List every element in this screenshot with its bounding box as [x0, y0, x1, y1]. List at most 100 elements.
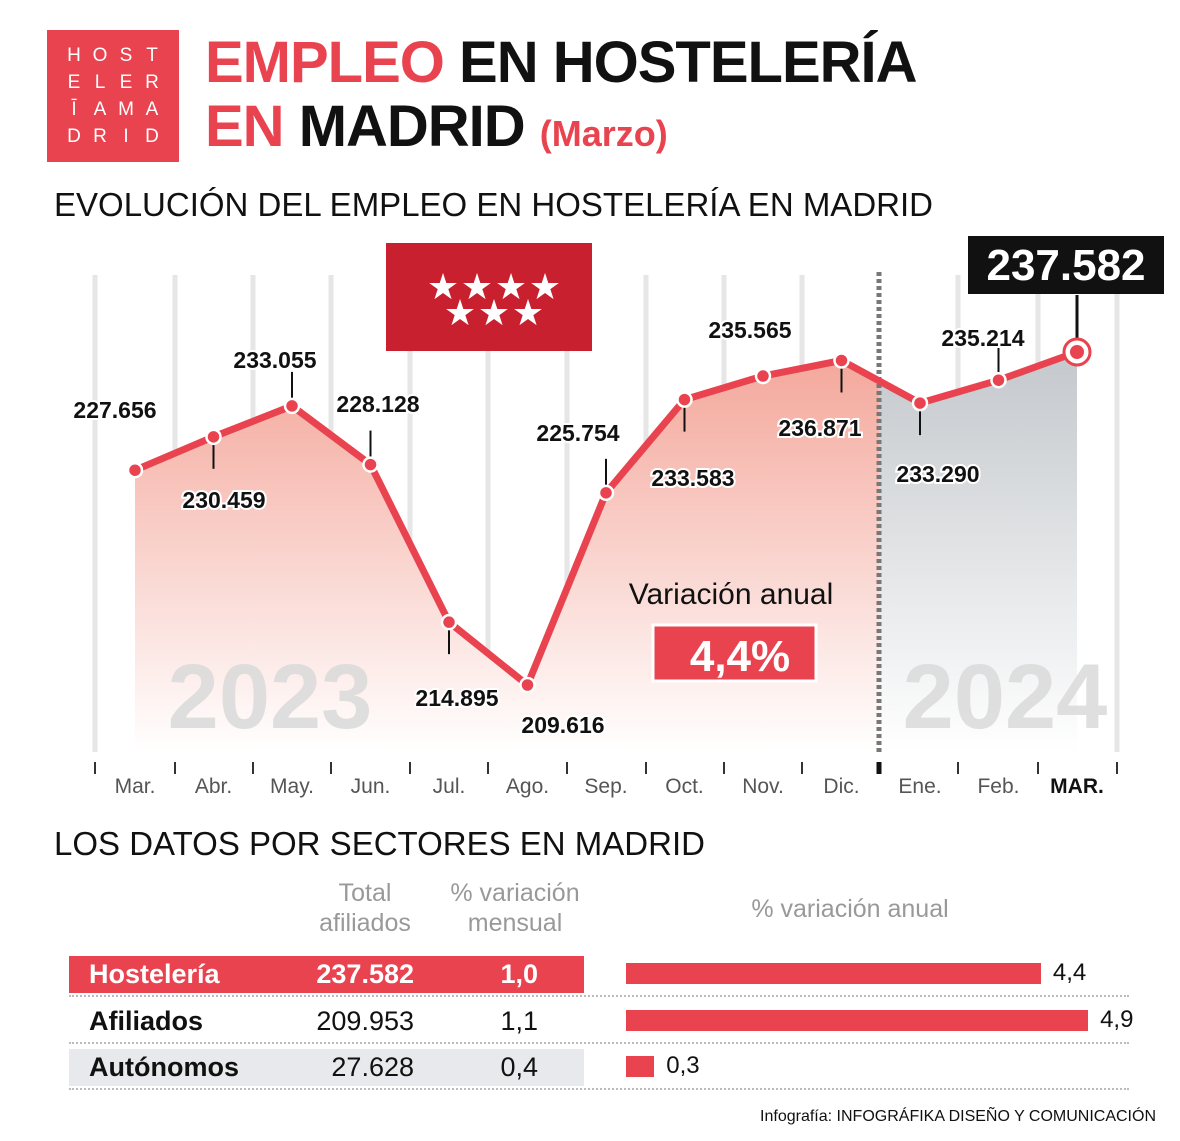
- star-icon: ★: [529, 266, 561, 307]
- data-point: [126, 461, 144, 479]
- logo-letter: E: [119, 71, 133, 93]
- data-point: [440, 613, 458, 631]
- data-point: [911, 394, 929, 412]
- logo-letter: H: [67, 44, 81, 66]
- x-tick-label: Dic.: [823, 775, 859, 798]
- col-anual-header: % variación anual: [751, 895, 949, 923]
- sector-mensual: 0,4: [500, 1052, 538, 1082]
- anual-value: 0,3: [666, 1052, 700, 1079]
- anual-bar: [626, 1010, 1089, 1031]
- chart-heading: EVOLUCIÓN DEL EMPLEO EN HOSTELERÍA EN MA…: [54, 186, 933, 223]
- madrid-flag: [386, 243, 592, 351]
- sector-row: Autónomos 27.628 0,4: [69, 1049, 584, 1086]
- logo-letter: A: [93, 98, 107, 120]
- data-point: [833, 352, 850, 369]
- data-point: [205, 428, 222, 446]
- data-point: [990, 371, 1007, 389]
- data-label: 235.565: [708, 317, 791, 343]
- x-tick-label: Nov.: [742, 775, 784, 798]
- data-point: [519, 676, 536, 694]
- anual-bar: [626, 1056, 655, 1077]
- data-label: 233.290: [896, 461, 979, 487]
- title-line-2: EN MADRID (Marzo): [205, 98, 668, 163]
- row-divider: [69, 995, 1129, 997]
- data-point: [754, 367, 772, 385]
- col-total-line2: afiliados: [319, 909, 411, 937]
- logo-letter: T: [146, 44, 158, 66]
- x-tick-label: Abr.: [195, 775, 232, 798]
- logo-letter: D: [67, 125, 81, 147]
- x-tick-label: Ago.: [506, 775, 549, 798]
- x-tick-label: Jun.: [351, 775, 391, 798]
- credit-prefix: Infografía:: [760, 1108, 837, 1125]
- row-divider: [69, 1042, 1129, 1044]
- col-total-header: Total afiliados: [300, 878, 430, 938]
- title-red-2: EN: [205, 94, 285, 159]
- x-tick-label: Sep.: [584, 775, 627, 798]
- highlight-box: [968, 236, 1164, 294]
- title-black-2: MADRID: [283, 94, 540, 159]
- col-mensual-header: % variación mensual: [440, 878, 590, 938]
- logo-letter: M: [118, 98, 134, 120]
- logo-letter: A: [145, 98, 159, 120]
- credit: Infografía: INFOGRÁFIKA DISEÑO Y COMUNIC…: [760, 1108, 1156, 1126]
- logo-letter: R: [93, 125, 107, 147]
- col-total-line1: Total: [338, 879, 392, 907]
- data-point: [1070, 345, 1084, 359]
- star-icon: ★: [495, 266, 527, 307]
- logo-letter: L: [94, 71, 106, 93]
- anual-value: 4,9: [1100, 1006, 1134, 1033]
- data-point: [676, 391, 693, 408]
- data-label: 230.459: [182, 487, 265, 513]
- x-tick-label: Jul.: [433, 775, 466, 798]
- x-tick-label: Oct.: [665, 775, 704, 798]
- data-label: 209.616: [521, 712, 604, 738]
- data-point: [597, 484, 615, 502]
- x-tick-label: Mar.: [115, 775, 156, 798]
- year-label: 2024: [903, 646, 1108, 748]
- area-2024: [879, 352, 1077, 752]
- data-label: 225.754: [536, 420, 619, 446]
- data-point: [283, 397, 301, 415]
- data-label: 228.128: [336, 391, 419, 417]
- sector-total: 237.582: [316, 959, 414, 989]
- title-red: EMPLEO: [205, 30, 445, 95]
- star-icon: ★: [478, 292, 510, 333]
- x-tick-label: Ene.: [898, 775, 941, 798]
- logo-letter: O: [92, 44, 108, 66]
- star-icon: ★: [444, 292, 476, 333]
- annotation-box: [651, 623, 818, 683]
- data-point: [362, 456, 379, 473]
- x-tick-label: MAR.: [1050, 775, 1104, 798]
- sector-name: Afiliados: [89, 1006, 204, 1036]
- logo-letter: D: [145, 125, 159, 147]
- x-tick-label: May.: [270, 775, 314, 798]
- sector-total: 209.953: [316, 1006, 414, 1036]
- sector-name: Autónomos: [89, 1052, 239, 1082]
- title-black: EN HOSTELERÍA: [443, 30, 917, 95]
- annotation-value: 4,4%: [690, 632, 790, 681]
- data-label: 233.055: [233, 347, 316, 373]
- title-subtitle: (Marzo): [539, 113, 668, 154]
- credit-name: INFOGRÁFIKA DISEÑO Y COMUNICACIÓN: [836, 1108, 1156, 1125]
- year-label: 2023: [168, 646, 373, 748]
- title-line-1: EMPLEO EN HOSTELERÍA: [205, 34, 918, 92]
- col-mensual-line1: % variación: [450, 879, 580, 907]
- data-label: 227.656: [73, 397, 156, 423]
- data-label: 235.214: [941, 325, 1024, 351]
- anual-value: 4,4: [1052, 959, 1087, 986]
- sector-mensual: 1,0: [500, 959, 538, 989]
- star-icon: ★: [461, 266, 493, 307]
- star-icon: ★: [427, 266, 459, 307]
- x-tick-label: Feb.: [977, 775, 1019, 798]
- sector-total: 27.628: [331, 1052, 414, 1082]
- logo-letter: S: [119, 44, 133, 66]
- highlight-value: 237.582: [986, 241, 1145, 290]
- sector-row: Afiliados 209.953 1,1: [69, 1003, 584, 1040]
- sector-name: Hostelería: [89, 959, 220, 989]
- logo-letter: Ī: [71, 98, 77, 120]
- data-label: 214.895: [415, 685, 498, 711]
- logo-letter: E: [67, 71, 81, 93]
